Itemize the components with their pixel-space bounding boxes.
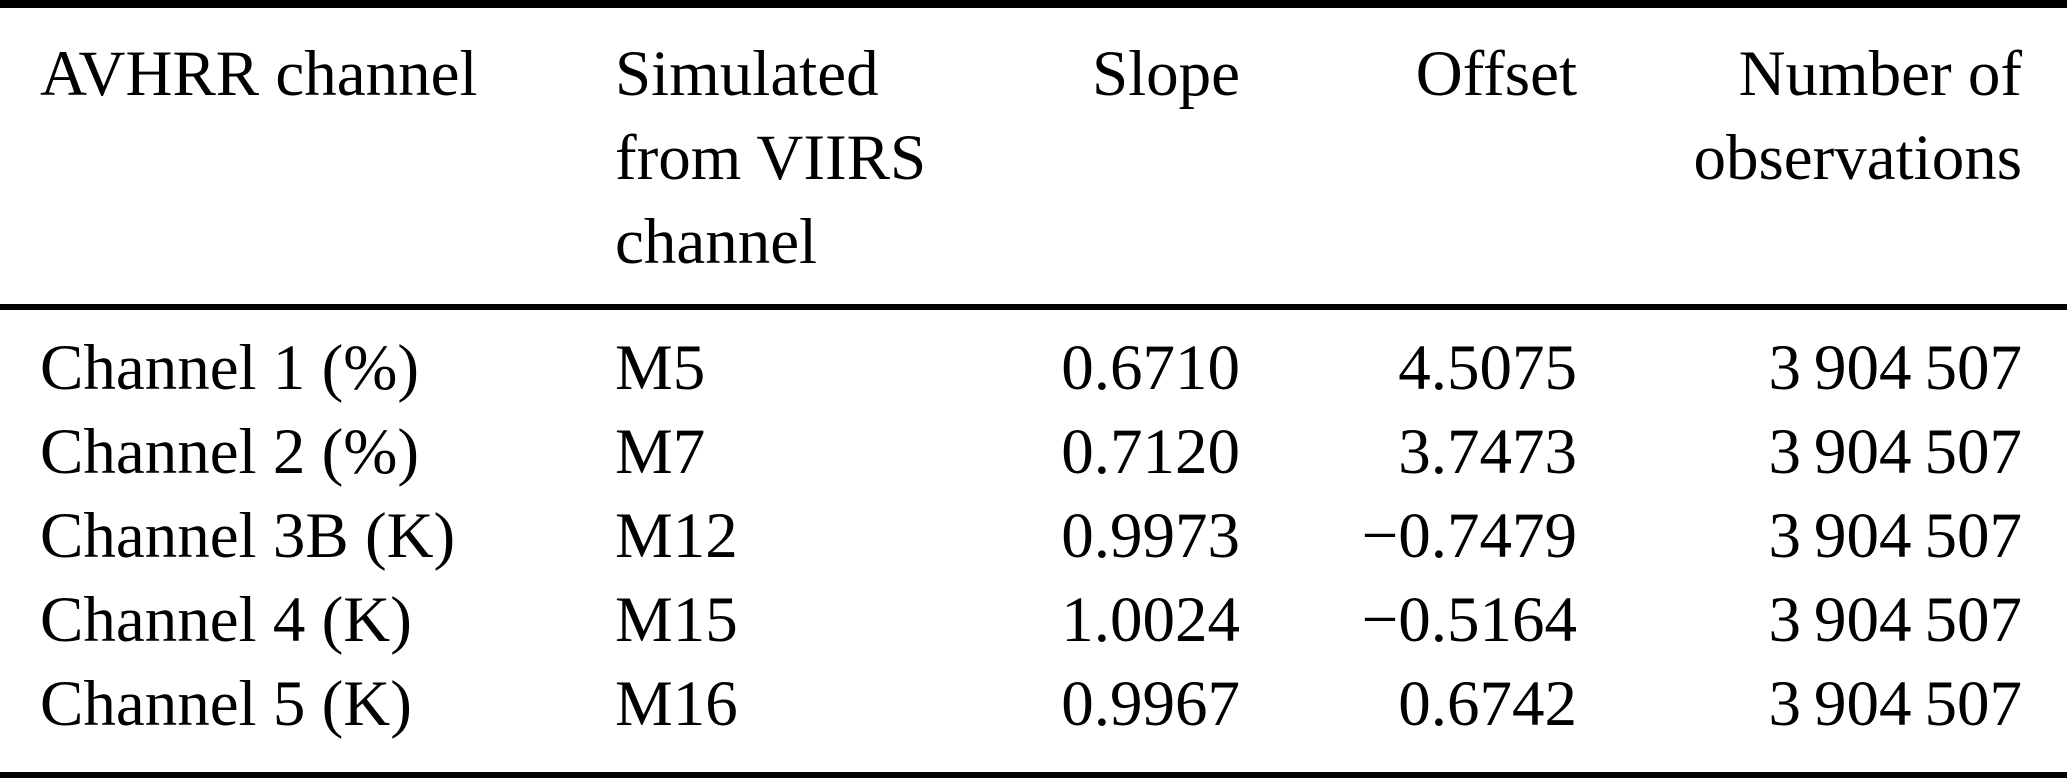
cell-number-of-observations: 3 904 507 (1768, 500, 2022, 572)
table-row: Channel 5 (K) M16 0.9967 0.6742 3 904 50… (0, 662, 2067, 775)
table-body: Channel 1 (%) M5 0.6710 4.5075 3 904 507… (0, 307, 2067, 775)
cell-number-of-observations: 3 904 507 (1768, 332, 2022, 404)
column-header-slope: Slope (1091, 38, 1240, 110)
cell-viirs-channel: M7 (615, 416, 706, 488)
cell-slope: 0.7120 (1061, 416, 1240, 488)
column-header-simulated-from-viirs-channel: Simulated from VIIRS channel (615, 38, 927, 278)
cell-slope: 0.9973 (1061, 500, 1240, 572)
cell-number-of-observations: 3 904 507 (1768, 584, 2022, 656)
table-row: Channel 3B (K) M12 0.9973 −0.7479 3 904 … (0, 494, 2067, 578)
table-row: Channel 1 (%) M5 0.6710 4.5075 3 904 507 (0, 307, 2067, 410)
cell-offset: 3.7473 (1398, 416, 1577, 488)
header-row: AVHRR channel Simulated from VIIRS chann… (0, 4, 2067, 307)
cell-viirs-channel: M5 (615, 332, 706, 404)
column-header-number-of-observations: Number of observations (1693, 38, 2022, 194)
cell-avhrr-channel: Channel 4 (K) (40, 584, 412, 656)
cell-avhrr-channel: Channel 2 (%) (40, 416, 420, 488)
cell-avhrr-channel: Channel 5 (K) (40, 668, 412, 740)
cell-avhrr-channel: Channel 1 (%) (40, 332, 420, 404)
cell-slope: 1.0024 (1061, 584, 1240, 656)
cell-slope: 0.9967 (1061, 668, 1240, 740)
cell-slope: 0.6710 (1061, 332, 1240, 404)
cell-offset: −0.5164 (1361, 584, 1577, 656)
table-row: Channel 4 (K) M15 1.0024 −0.5164 3 904 5… (0, 578, 2067, 662)
cell-offset: 0.6742 (1398, 668, 1577, 740)
cell-offset: 4.5075 (1398, 332, 1577, 404)
cell-offset: −0.7479 (1361, 500, 1577, 572)
cell-viirs-channel: M12 (615, 500, 738, 572)
cell-viirs-channel: M15 (615, 584, 738, 656)
column-header-avhrr-channel: AVHRR channel (40, 38, 478, 110)
table-header: AVHRR channel Simulated from VIIRS chann… (0, 4, 2067, 307)
cell-viirs-channel: M16 (615, 668, 738, 740)
cell-avhrr-channel: Channel 3B (K) (40, 500, 456, 572)
column-header-offset: Offset (1415, 38, 1577, 110)
table-row: Channel 2 (%) M7 0.7120 3.7473 3 904 507 (0, 410, 2067, 494)
cell-number-of-observations: 3 904 507 (1768, 416, 2022, 488)
cell-number-of-observations: 3 904 507 (1768, 668, 2022, 740)
